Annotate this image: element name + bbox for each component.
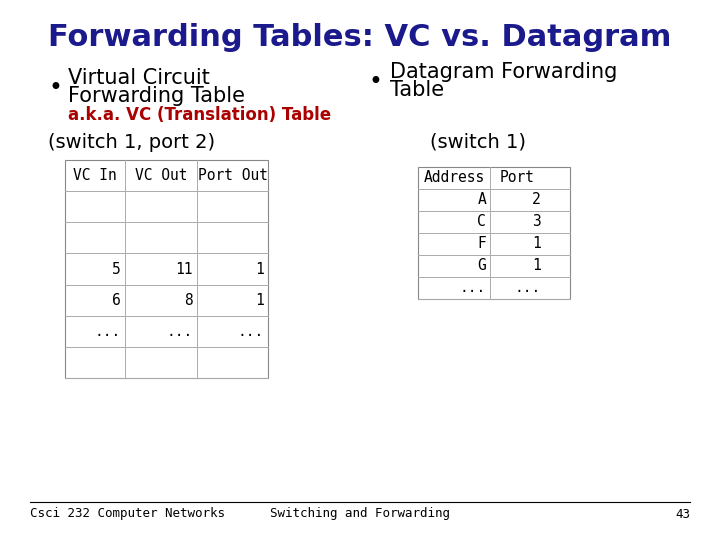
Text: Port Out: Port Out — [197, 168, 268, 183]
Text: 6: 6 — [112, 293, 121, 308]
Text: Address: Address — [423, 171, 485, 186]
Text: F: F — [477, 237, 486, 252]
Text: •: • — [368, 70, 382, 94]
Bar — [418, 167, 570, 299]
Text: (switch 1): (switch 1) — [430, 132, 526, 152]
Text: ...: ... — [515, 280, 541, 295]
Text: 43: 43 — [675, 508, 690, 521]
Bar — [65, 160, 268, 378]
Text: 1: 1 — [532, 237, 541, 252]
Text: 2: 2 — [532, 192, 541, 207]
Text: 1: 1 — [256, 261, 264, 276]
Text: Virtual Circuit: Virtual Circuit — [68, 68, 210, 88]
Text: a.k.a. VC (Translation) Table: a.k.a. VC (Translation) Table — [68, 106, 331, 124]
Text: 1: 1 — [256, 293, 264, 308]
Text: ...: ... — [238, 324, 264, 339]
Text: 3: 3 — [532, 214, 541, 230]
Text: C: C — [477, 214, 486, 230]
Text: Table: Table — [390, 80, 444, 100]
Text: Forwarding Tables: VC vs. Datagram: Forwarding Tables: VC vs. Datagram — [48, 23, 672, 51]
Text: Csci 232 Computer Networks: Csci 232 Computer Networks — [30, 508, 225, 521]
Text: 1: 1 — [532, 259, 541, 273]
Text: Datagram Forwarding: Datagram Forwarding — [390, 62, 617, 82]
Text: ...: ... — [95, 324, 121, 339]
Text: ...: ... — [460, 280, 486, 295]
Text: G: G — [477, 259, 486, 273]
Text: Forwarding Table: Forwarding Table — [68, 86, 245, 106]
Text: VC In: VC In — [73, 168, 117, 183]
Text: A: A — [477, 192, 486, 207]
Text: 5: 5 — [112, 261, 121, 276]
Text: ...: ... — [167, 324, 193, 339]
Text: •: • — [48, 76, 62, 100]
Text: VC Out: VC Out — [135, 168, 187, 183]
Text: 8: 8 — [184, 293, 193, 308]
Text: Port: Port — [500, 171, 535, 186]
Text: Switching and Forwarding: Switching and Forwarding — [270, 508, 450, 521]
Text: 11: 11 — [176, 261, 193, 276]
Text: (switch 1, port 2): (switch 1, port 2) — [48, 132, 215, 152]
